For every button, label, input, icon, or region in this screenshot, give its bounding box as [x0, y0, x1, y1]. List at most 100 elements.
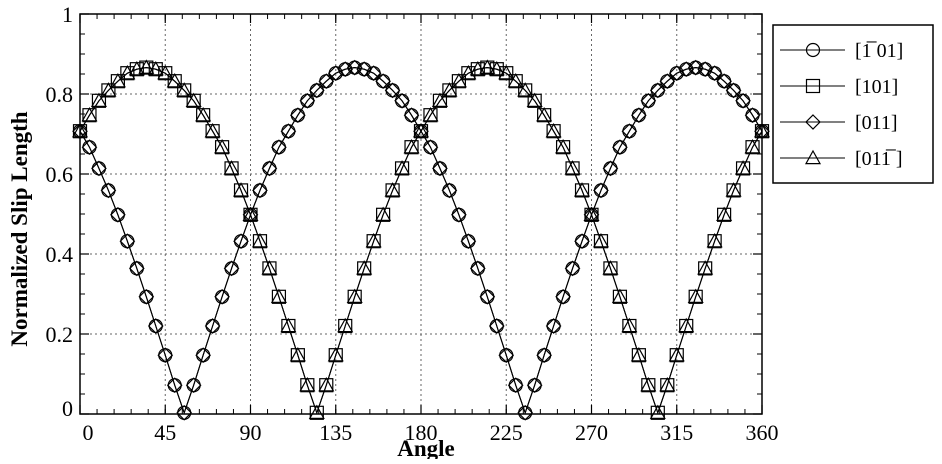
data-point-triangle: [299, 376, 316, 392]
data-point-triangle: [109, 72, 126, 88]
data-point-diamond: [119, 233, 136, 250]
data-point-diamond: [242, 206, 259, 223]
data-point-triangle: [138, 59, 155, 74]
x-tick-label: 180: [405, 420, 438, 445]
data-point-diamond: [337, 61, 354, 78]
y-tick-label: 0: [62, 396, 73, 421]
data-point-triangle: [545, 122, 562, 138]
data-point-diamond: [725, 82, 742, 99]
data-point-diamond: [280, 123, 297, 140]
data-point-diamond: [147, 318, 164, 334]
data-point-triangle: [725, 182, 742, 197]
data-point-triangle: [166, 72, 183, 88]
data-point-diamond: [233, 233, 249, 250]
y-tick-label: 0.4: [46, 242, 74, 267]
data-point-diamond: [555, 288, 571, 305]
data-point-diamond: [526, 377, 543, 394]
data-point-diamond: [441, 182, 458, 199]
data-point-diamond: [81, 139, 98, 156]
data-point-triangle: [735, 160, 752, 175]
data-point-triangle: [318, 376, 335, 392]
data-point-diamond: [394, 92, 410, 109]
data-point-triangle: [327, 346, 344, 362]
x-tick-label: 135: [319, 420, 352, 445]
data-point-triangle: [242, 206, 259, 221]
data-point-triangle: [422, 106, 439, 122]
data-point-triangle: [394, 160, 411, 175]
data-point-triangle: [204, 122, 221, 138]
legend-box: [772, 24, 934, 184]
x-tick-label: 0: [83, 420, 94, 445]
data-point-triangle: [403, 138, 420, 154]
data-point-triangle: [176, 82, 193, 97]
data-point-triangle: [450, 72, 467, 88]
data-point-diamond: [754, 123, 770, 140]
data-point-diamond: [204, 318, 221, 334]
y-tick-label: 1: [62, 2, 73, 27]
data-point-diamond: [72, 123, 88, 140]
data-point-triangle: [574, 182, 591, 197]
legend-label: [1̅ 01]: [855, 40, 903, 62]
data-point-diamond: [346, 59, 363, 76]
data-point-diamond: [621, 123, 638, 140]
data-point-diamond: [365, 65, 382, 82]
data-point-triangle: [289, 346, 306, 362]
grid: [80, 14, 762, 414]
data-point-diamond: [602, 160, 619, 177]
data-point-triangle: [233, 182, 250, 197]
data-point-triangle: [223, 160, 240, 175]
data-point-triangle: [375, 206, 392, 221]
data-point-triangle: [536, 106, 553, 122]
data-point-diamond: [252, 182, 268, 199]
data-point-diamond: [545, 318, 562, 334]
data-point-triangle: [659, 376, 676, 392]
legend-label: [101]: [855, 76, 898, 98]
data-point-diamond: [649, 82, 666, 99]
data-point-triangle: [555, 138, 572, 154]
legend-marker-triangle: [804, 149, 822, 165]
data-point-diamond: [593, 182, 609, 199]
x-tick-label: 270: [575, 420, 608, 445]
data-point-triangle: [611, 288, 628, 303]
data-point-triangle: [261, 260, 278, 275]
data-point-triangle: [649, 404, 666, 419]
data-point-diamond: [678, 61, 695, 78]
x-tick-label: 225: [490, 420, 523, 445]
data-point-diamond: [166, 377, 183, 394]
series-group: [71, 59, 771, 421]
data-point-triangle: [564, 160, 581, 175]
legend-marker-diamond: [805, 114, 821, 130]
data-point-diamond: [100, 182, 117, 199]
legend: [1̅ 01] [101] [011] [011̅ ]: [772, 24, 934, 184]
data-point-triangle: [308, 404, 325, 419]
data-point-diamond: [498, 347, 515, 364]
data-point-diamond: [356, 61, 373, 78]
data-point-diamond: [583, 206, 600, 223]
x-tick-label: 360: [746, 420, 779, 445]
data-point-diamond: [612, 139, 628, 156]
data-point-triangle: [678, 317, 695, 333]
data-point-triangle: [507, 72, 524, 88]
data-point-diamond: [451, 206, 467, 223]
data-point-triangle: [697, 260, 714, 275]
data-point-diamond: [422, 139, 439, 156]
data-point-triangle: [488, 60, 505, 76]
data-point-triangle: [630, 346, 647, 362]
data-point-triangle: [157, 64, 174, 80]
data-point-diamond: [403, 107, 420, 124]
x-tick-label: 315: [660, 420, 693, 445]
y-axis-title: Normalized Slip Length: [7, 111, 32, 346]
data-point-diamond: [735, 92, 751, 109]
data-point-diamond: [716, 73, 732, 90]
data-point-diamond: [460, 233, 477, 250]
data-point-diamond: [640, 92, 657, 109]
data-point-diamond: [375, 73, 391, 90]
data-point-triangle: [498, 64, 515, 80]
legend-marker-circle: [805, 42, 821, 58]
data-point-diamond: [687, 59, 704, 76]
data-point-triangle: [337, 317, 354, 333]
y-tick-label: 0.8: [46, 82, 74, 107]
data-point-triangle: [346, 288, 363, 303]
data-point-diamond: [185, 377, 202, 394]
